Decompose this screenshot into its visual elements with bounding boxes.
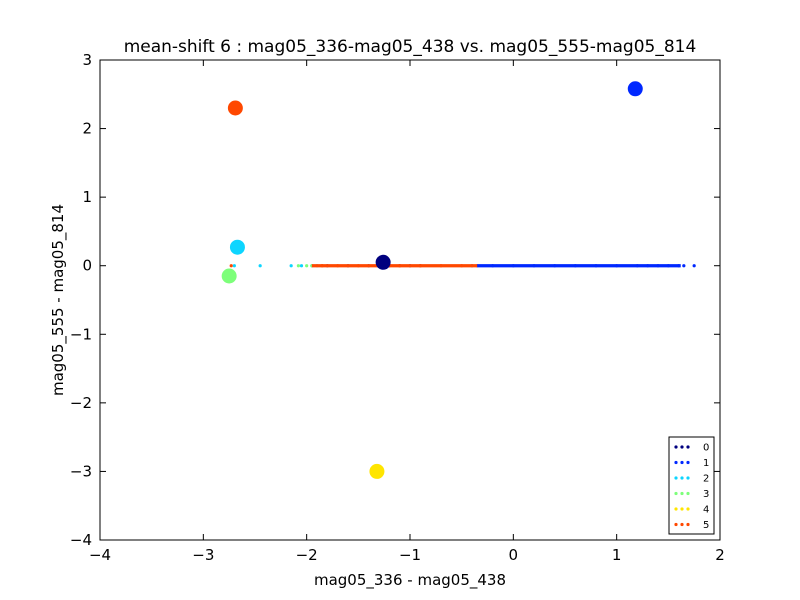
x-tick-label: −3 <box>192 546 214 564</box>
legend-item-3: 3 <box>674 489 709 500</box>
data-point <box>299 264 304 268</box>
legend-label: 3 <box>703 489 709 500</box>
legend-marker <box>686 445 690 449</box>
legend-marker <box>674 507 678 511</box>
legend-marker <box>680 476 684 480</box>
legend-marker <box>674 445 678 449</box>
data-point <box>296 264 300 268</box>
legend-marker <box>674 476 678 480</box>
cluster-center-3 <box>221 268 237 284</box>
x-tick-label: −4 <box>89 546 111 564</box>
y-axis-label: mag05_555 - mag05_814 <box>49 204 68 396</box>
cluster-center-5 <box>227 100 243 116</box>
legend-marker <box>674 491 678 496</box>
legend-label: 4 <box>703 505 709 516</box>
chart-title: mean-shift 6 : mag05_336-mag05_438 vs. m… <box>124 37 697 57</box>
data-point <box>692 264 696 268</box>
y-tick-label: 0 <box>82 257 92 275</box>
y-tick-label: −3 <box>70 462 92 480</box>
legend-box <box>668 436 715 535</box>
x-tick-label: 1 <box>612 546 622 564</box>
data-point <box>232 264 236 268</box>
cluster-center-0 <box>375 254 391 270</box>
y-tick-label: 1 <box>82 188 92 206</box>
y-tick-label: −2 <box>70 394 92 412</box>
legend-item-5: 5 <box>674 520 709 531</box>
data-point <box>289 264 293 268</box>
series-3 <box>296 264 314 268</box>
legend-marker <box>686 476 690 480</box>
legend-label: 0 <box>703 443 709 454</box>
data-point <box>229 264 233 268</box>
plot-frame <box>99 59 721 541</box>
x-tick-label: −1 <box>399 546 421 564</box>
legend-label: 2 <box>703 474 709 485</box>
x-tick-label: 0 <box>509 546 519 564</box>
legend-marker <box>674 522 678 527</box>
y-tick-label: −1 <box>70 325 92 343</box>
cluster-center-4 <box>369 463 385 479</box>
x-axis-label: mag05_336 - mag05_438 <box>314 571 506 590</box>
legend-marker <box>686 522 690 527</box>
legend-label: 1 <box>703 458 709 469</box>
x-tick-label: −2 <box>296 546 318 564</box>
legend-marker <box>680 507 684 511</box>
legend-marker <box>680 460 684 465</box>
legend-marker <box>686 460 690 465</box>
legend-marker <box>680 522 684 527</box>
legend-item-4: 4 <box>674 505 709 516</box>
data-point <box>258 264 262 268</box>
legend-marker <box>680 491 684 496</box>
legend: 0 1 2 3 4 5 <box>668 436 715 535</box>
legend-marker <box>686 491 690 496</box>
y-tick-label: −4 <box>70 531 92 549</box>
y-tick-label: 2 <box>82 120 92 138</box>
data-point <box>682 264 686 268</box>
cluster-center-2 <box>229 239 245 255</box>
legend-item-2: 2 <box>674 474 709 485</box>
legend-marker <box>680 445 684 449</box>
x-tick-label: 2 <box>715 546 725 564</box>
legend-marker <box>686 507 690 511</box>
data-point <box>305 264 309 268</box>
legend-marker <box>674 460 678 465</box>
legend-label: 5 <box>703 520 709 531</box>
cluster-center-1 <box>627 81 643 97</box>
y-tick-label: 3 <box>82 51 92 69</box>
legend-item-0: 0 <box>674 443 709 454</box>
legend-item-1: 1 <box>674 458 709 469</box>
